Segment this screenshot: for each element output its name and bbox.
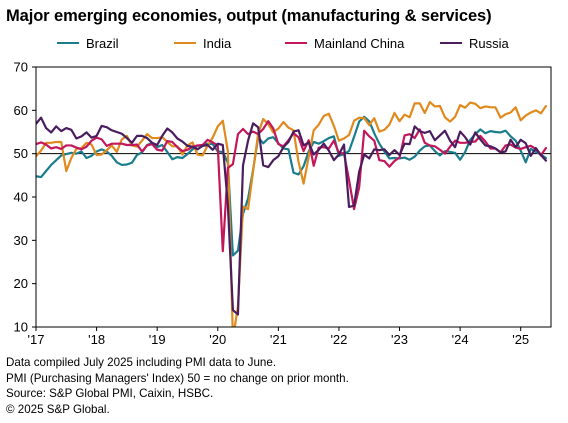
- series-line-russia: [36, 116, 548, 316]
- series-lines: [36, 100, 551, 327]
- x-tick-label: '17: [28, 332, 45, 347]
- legend-swatch-india: [174, 42, 196, 44]
- series-line-india: [36, 100, 548, 327]
- y-tick-label: 30: [14, 233, 28, 248]
- y-tick-label: 50: [14, 146, 28, 161]
- x-tick-label: '20: [209, 332, 226, 347]
- x-tick-label: '23: [391, 332, 408, 347]
- plot-border: [35, 66, 552, 328]
- y-tick-label: 20: [14, 276, 28, 291]
- x-tick-label: '25: [512, 332, 529, 347]
- x-tick-label: '22: [330, 332, 347, 347]
- y-tick-label: 60: [14, 103, 28, 118]
- legend-item-mainland-china: Mainland China: [285, 33, 404, 53]
- footnote-source: Source: S&P Global PMI, Caixin, HSBC.: [6, 387, 214, 400]
- legend-label-russia: Russia: [469, 35, 509, 51]
- footnotes: Data compiled July 2025 including PMI da…: [6, 355, 349, 417]
- legend-swatch-brazil: [57, 42, 79, 44]
- legend-label-brazil: Brazil: [86, 35, 119, 51]
- series-line-brazil: [36, 115, 548, 257]
- chart-title: Major emerging economies, output (manufa…: [6, 7, 492, 25]
- legend-swatch-mainland-china: [285, 42, 307, 44]
- x-axis: '17 '18 '19 '20 '21 '22 '23 '24 '25: [28, 327, 529, 347]
- legend-item-russia: Russia: [440, 33, 509, 53]
- y-axis: 10 20 30 40 50 60 70: [14, 60, 36, 335]
- legend-label-india: India: [203, 35, 232, 51]
- legend: Brazil India Mainland China Russia: [0, 33, 568, 53]
- footnote-pmi-definition: PMI (Purchasing Managers' Index) 50 = no…: [6, 371, 349, 385]
- legend-label-mainland-china: Mainland China: [314, 35, 405, 51]
- x-tick-label: '19: [149, 332, 166, 347]
- footnote-data-compiled: Data compiled July 2025 including PMI da…: [6, 356, 277, 369]
- plot-frame: [35, 66, 552, 328]
- x-tick-label: '18: [88, 332, 105, 347]
- y-tick-label: 70: [14, 60, 28, 75]
- legend-item-india: India: [174, 33, 231, 53]
- y-tick-label: 10: [14, 320, 28, 335]
- footnote-copyright: © 2025 S&P Global.: [6, 402, 110, 416]
- y-tick-label: 40: [14, 190, 28, 205]
- x-tick-label: '21: [270, 332, 287, 347]
- legend-item-brazil: Brazil: [57, 33, 119, 53]
- x-tick-label: '24: [452, 332, 469, 347]
- legend-swatch-russia: [440, 42, 462, 44]
